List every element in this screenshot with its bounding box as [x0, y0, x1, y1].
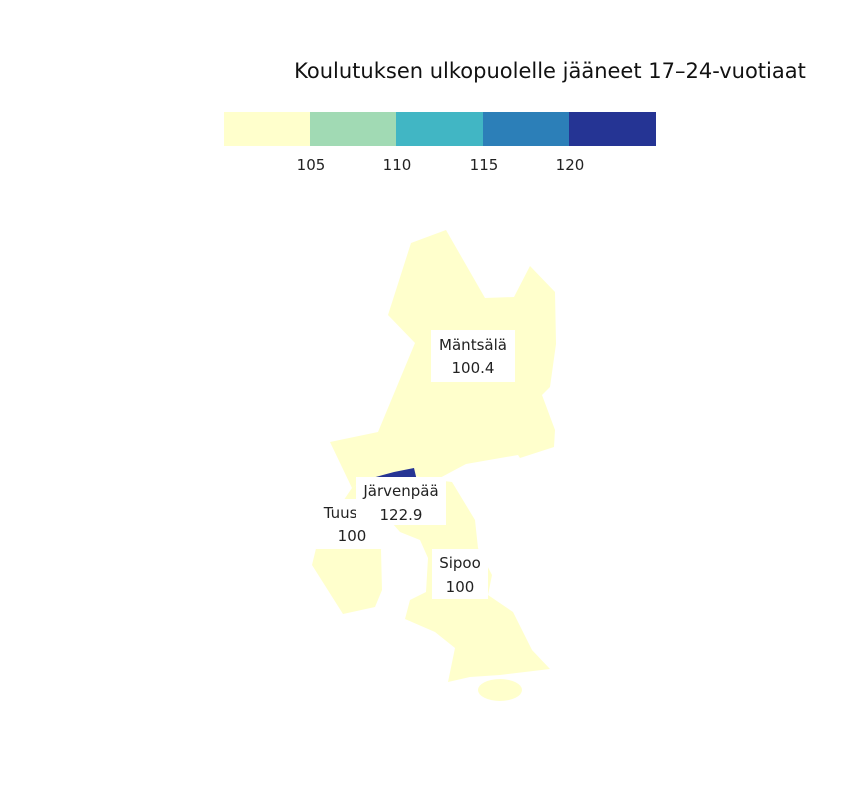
legend-bin-4: [483, 112, 570, 146]
label-sipoo: Sipoo 100: [432, 549, 488, 599]
label-name-sipoo: Sipoo: [439, 554, 481, 572]
legend-bin-5: [569, 112, 656, 146]
region-sipoo-island: [478, 679, 522, 701]
label-jarvenpaa: Järvenpää 122.9: [356, 477, 446, 525]
legend-bin-1: [224, 112, 311, 146]
label-box-jarvenpaa: [356, 477, 446, 525]
label-box-sipoo: [432, 549, 488, 599]
label-value-tuusula: 100: [338, 527, 367, 545]
legend-tick-110: 110: [383, 156, 412, 174]
legend-tick-115: 115: [470, 156, 499, 174]
label-value-mantsala: 100.4: [452, 359, 495, 377]
legend-tick-105: 105: [297, 156, 326, 174]
label-name-jarvenpaa: Järvenpää: [362, 482, 438, 500]
label-name-mantsala: Mäntsälä: [439, 336, 507, 354]
label-mantsala: Mäntsälä 100.4: [431, 330, 515, 382]
label-box-mantsala: [431, 330, 515, 382]
legend: 105 110 115 120: [224, 112, 656, 174]
map-title: Koulutuksen ulkopuolelle jääneet 17–24-v…: [294, 59, 806, 83]
label-value-sipoo: 100: [446, 578, 475, 596]
legend-bin-2: [310, 112, 397, 146]
regions: [312, 230, 556, 701]
label-value-jarvenpaa: 122.9: [380, 506, 423, 524]
legend-tick-120: 120: [556, 156, 585, 174]
legend-bin-3: [396, 112, 484, 146]
